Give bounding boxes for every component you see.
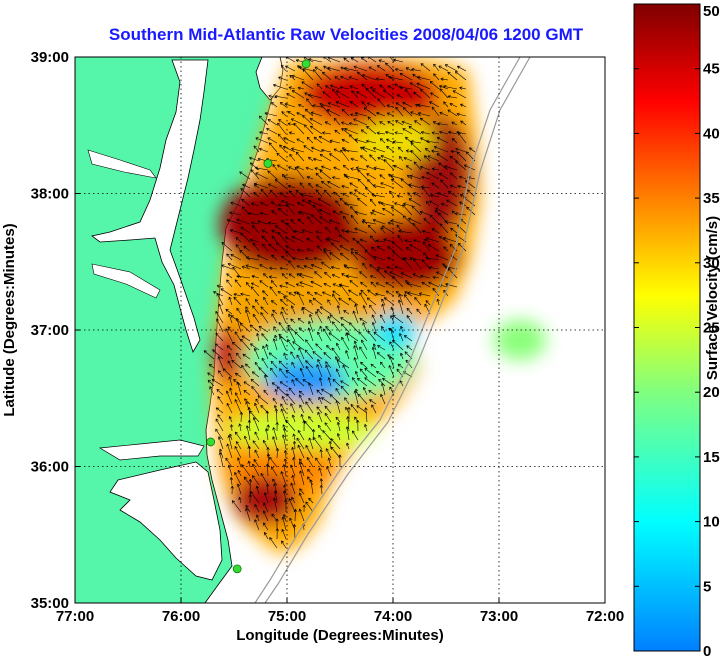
colorbar-ticks: 0 5 10 15 20 25 30 35 40 45 50 xyxy=(634,3,720,659)
x-tick-label: 72:00 xyxy=(586,608,624,625)
tidal-river-1 xyxy=(87,149,157,179)
colorbar-tick-label: 5 xyxy=(703,578,711,595)
tidal-river-2 xyxy=(91,263,161,299)
colorbar-tick-label: 40 xyxy=(703,125,720,142)
colorbar-tick-label: 30 xyxy=(703,255,720,272)
map-title: Southern Mid-Atlantic Raw Velocities 200… xyxy=(109,25,584,44)
colorbar-tick-label: 15 xyxy=(703,449,720,466)
colorbar-tick-label: 35 xyxy=(703,190,720,207)
chesapeake-bay xyxy=(91,59,209,353)
map-grid xyxy=(75,57,605,603)
velocity-high-east xyxy=(350,217,460,293)
y-tick-label: 35:00 xyxy=(31,595,69,612)
x-tick-label: 75:00 xyxy=(268,608,306,625)
x-axis-ticks: 77:00 76:00 75:00 74:00 73:00 72:00 xyxy=(56,598,624,625)
pamlico-sound xyxy=(109,461,223,581)
velocity-high-central xyxy=(220,175,360,275)
velocity-low-blue xyxy=(265,360,345,400)
radar-station-marker xyxy=(206,437,216,447)
colorbar xyxy=(633,3,701,652)
y-tick-label: 37:00 xyxy=(31,322,69,339)
y-axis-ticks: 35:00 36:00 37:00 38:00 39:00 xyxy=(31,49,80,612)
colorbar-tick-label: 50 xyxy=(703,3,720,20)
x-tick-label: 73:00 xyxy=(480,608,518,625)
radar-station-marker xyxy=(301,59,311,69)
radar-station-marker xyxy=(263,159,273,168)
colorbar-tick-label: 10 xyxy=(703,514,720,531)
velocity-high-north xyxy=(300,63,440,127)
velocity-green-east xyxy=(494,320,546,360)
x-axis-label: Longitude (Degrees:Minutes) xyxy=(236,627,444,644)
velocity-red-west xyxy=(214,327,242,383)
velocity-yellow-south xyxy=(225,410,375,450)
x-tick-label: 76:00 xyxy=(162,608,200,625)
colorbar-tick-label: 0 xyxy=(703,643,711,659)
velocity-mid-yellow xyxy=(355,118,435,162)
delaware-bay xyxy=(255,57,284,101)
velocity-red-hatteras xyxy=(233,475,297,525)
x-tick-label: 77:00 xyxy=(56,608,94,625)
colorbar-label: Surface Velocity (cm/s) xyxy=(704,216,721,380)
hf-radar-stations xyxy=(206,59,311,574)
colorbar-tick-label: 20 xyxy=(703,384,720,401)
velocity-vectors xyxy=(203,57,476,549)
y-tick-label: 39:00 xyxy=(31,49,69,66)
y-tick-label: 36:00 xyxy=(31,459,69,476)
albemarle-sound xyxy=(98,439,205,461)
colorbar-tick-label: 45 xyxy=(703,61,720,78)
colorbar-tick-label: 25 xyxy=(703,320,720,337)
bathymetry-contour-2 xyxy=(264,57,531,603)
map-axes xyxy=(75,57,605,603)
x-tick-label: 74:00 xyxy=(374,608,412,625)
radar-station-marker xyxy=(232,564,242,574)
bathymetry-contour-1 xyxy=(254,57,521,603)
y-tick-label: 38:00 xyxy=(31,186,69,203)
velocity-vector-arrows xyxy=(203,57,476,549)
y-axis-label: Latitude (Degrees:Minutes) xyxy=(1,223,18,416)
